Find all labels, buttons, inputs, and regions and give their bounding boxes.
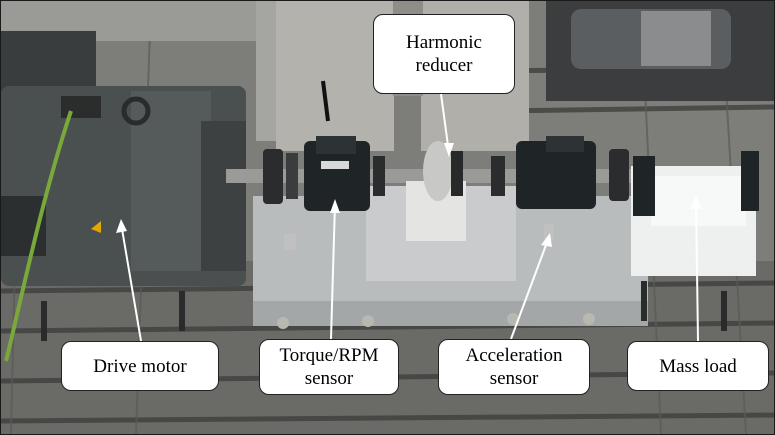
mass-load	[631, 151, 759, 276]
mass-load-label: Mass load	[627, 341, 769, 391]
drive-motor	[1, 31, 246, 362]
torque-sensor	[304, 136, 370, 211]
drive-motor-label: Drive motor	[61, 341, 219, 391]
acceleration-sensor-label: Acceleration sensor	[438, 339, 590, 395]
torque-rpm-sensor-label: Torque/RPM sensor	[259, 339, 399, 395]
accel-sensor	[284, 136, 596, 250]
harmonic-reducer	[406, 141, 466, 241]
mounting-bolts	[41, 281, 727, 341]
harmonic-reducer-label: Harmonic reducer	[373, 14, 515, 94]
callout-arrows	[116, 93, 701, 342]
